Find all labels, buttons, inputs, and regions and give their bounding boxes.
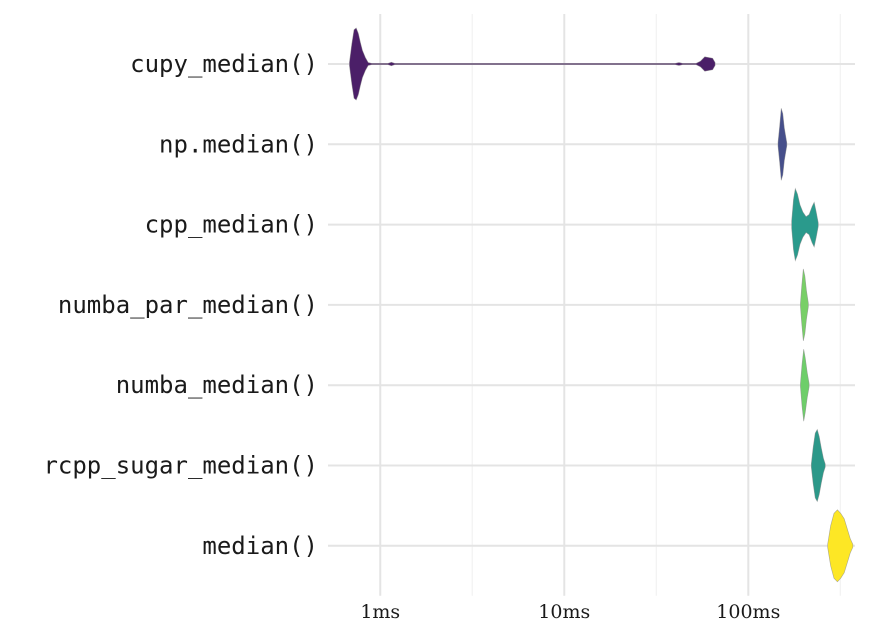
violin-shape [777,108,788,181]
category-label: cupy_median() [130,50,318,78]
violin-shape [791,187,819,262]
violin-shape [349,27,716,101]
grid-layer [328,14,855,596]
violin-shape [827,509,854,583]
category-label: numba_median() [116,371,318,399]
label-layer: 1ms 10ms 100ms cupy_median() np.median() cpp_… [43,50,780,623]
x-tick-label: 1ms [360,601,400,623]
category-label: cpp_median() [145,211,318,239]
x-tick-label: 100ms [716,601,780,623]
violin-shape [800,268,809,341]
violin-shape [811,428,826,503]
category-label: numba_par_median() [58,291,318,319]
violin-layer [349,27,854,583]
violin-shape [800,349,810,422]
x-tick-label: 10ms [538,601,590,623]
category-label: np.median() [159,130,318,158]
category-label: median() [202,532,318,560]
category-label: rcpp_sugar_median() [43,452,318,480]
